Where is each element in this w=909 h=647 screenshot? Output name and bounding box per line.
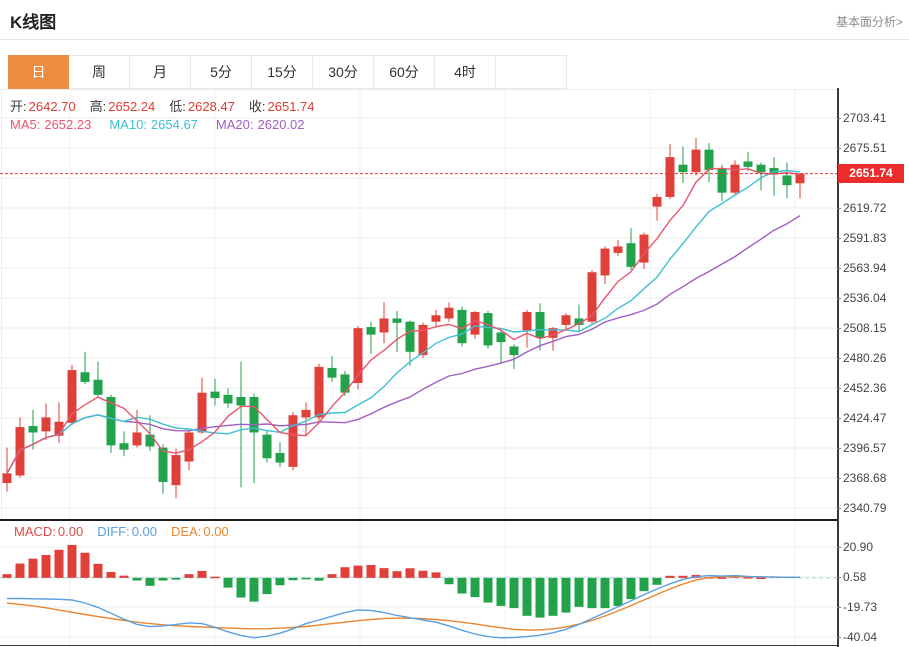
y-axis-label: 2480.26 — [843, 350, 887, 365]
page-header: K线图 基本面分析> — [0, 0, 909, 40]
ma-readout: MA5: 2652.23 MA10: 2654.67 MA20: 2620.02 — [10, 117, 323, 132]
high-value: 2652.24 — [108, 99, 156, 114]
y-axis-label: -19.73 — [843, 600, 878, 614]
y-axis-label: 2452.36 — [843, 380, 887, 395]
dea-value: 0.00 — [203, 524, 229, 539]
tab-15min[interactable]: 15分 — [252, 55, 313, 89]
ma20-line — [6, 215, 801, 474]
axis-tick — [837, 637, 841, 638]
diff-line — [7, 574, 800, 639]
y-axis-line — [837, 88, 839, 647]
y-axis-label: 20.90 — [843, 539, 874, 554]
panel-separator — [0, 519, 839, 521]
axis-tick — [837, 417, 841, 419]
ma10-label: MA10: — [109, 117, 147, 132]
candles-group — [2, 137, 805, 499]
open-label: 开: — [10, 99, 27, 114]
tab-60min[interactable]: 60分 — [374, 55, 435, 89]
ma5-line — [6, 167, 801, 474]
ma20-label: MA20: — [215, 117, 254, 132]
macd-value: 0.00 — [57, 524, 84, 539]
y-axis-label: 2396.57 — [843, 440, 887, 455]
axis-tick — [837, 298, 841, 299]
y-axis-label: -40.04 — [843, 630, 878, 644]
y-axis-label: 2591.83 — [843, 231, 887, 245]
chart-pane-top-border — [0, 89, 839, 90]
tab-strip-spacer — [496, 55, 567, 89]
macd-label: MACD: — [14, 524, 56, 539]
axis-tick — [837, 118, 841, 119]
y-axis-label: 2675.51 — [843, 141, 887, 155]
axis-tick — [837, 327, 841, 329]
y-axis-label: 2563.94 — [843, 260, 887, 275]
interval-tab-bar: 日周月 5分 15分 30分 60分 4时 — [8, 55, 567, 89]
y-axis-label: 2703.41 — [843, 111, 887, 125]
axis-tick — [837, 387, 841, 389]
diff-label: DIFF: — [97, 524, 130, 539]
tab-day[interactable]: 日 — [8, 55, 69, 89]
macd-histogram — [2, 544, 766, 618]
main-candlestick-chart[interactable] — [0, 88, 841, 520]
y-axis-label: 2508.15 — [843, 320, 887, 335]
axis-tick — [837, 477, 841, 479]
chart-bottom-border — [0, 645, 839, 646]
ma10-line — [6, 169, 801, 474]
macd-indicator-chart[interactable] — [0, 522, 841, 647]
y-axis-label: 2340.79 — [843, 500, 887, 515]
macd-readout: MACD: 0.00 DIFF: 0.00 DEA: 0.00 — [14, 524, 243, 539]
axis-tick — [837, 267, 841, 269]
axis-tick — [837, 447, 841, 449]
tab-week[interactable]: 周 — [69, 55, 130, 89]
ma10-value: 2654.67 — [150, 117, 198, 132]
axis-tick — [837, 577, 841, 578]
y-axis-label: 2424.47 — [843, 410, 887, 425]
page-title: K线图 — [10, 13, 57, 32]
close-label: 收: — [248, 99, 266, 114]
y-axis-label: 2619.72 — [843, 201, 887, 215]
ohlc-readout: 开: 2642.70 高: 2652.24 低: 2628.47 收: 2651.74 — [10, 96, 329, 115]
y-axis-label: 2536.04 — [843, 291, 887, 305]
diff-value: 0.00 — [131, 524, 158, 539]
ma20-value: 2620.02 — [257, 117, 305, 132]
axis-tick — [837, 238, 841, 239]
dea-line — [6, 575, 800, 631]
fundamental-analysis-link[interactable]: 基本面分析> — [835, 15, 903, 29]
high-label: 高: — [89, 99, 107, 114]
tab-4hour[interactable]: 4时 — [435, 55, 496, 89]
low-label: 低: — [169, 99, 186, 114]
axis-tick — [837, 357, 841, 359]
tab-30min[interactable]: 30分 — [313, 55, 374, 89]
open-value: 2642.70 — [28, 99, 76, 114]
axis-tick — [837, 507, 841, 509]
ma5-label: MA5: — [10, 117, 41, 132]
macd-grid — [0, 522, 837, 647]
tab-month[interactable]: 月 — [130, 55, 191, 89]
low-value: 2628.47 — [187, 99, 235, 114]
y-axis-label: 0.58 — [843, 570, 867, 584]
axis-tick — [837, 546, 841, 548]
axis-tick — [837, 607, 841, 608]
ma5-value: 2652.23 — [44, 117, 92, 132]
tab-5min[interactable]: 5分 — [191, 55, 252, 89]
chart-pane-left-border — [1, 89, 2, 520]
main-grid — [0, 90, 837, 520]
y-axis-label: 2368.68 — [843, 470, 887, 485]
last-price-badge: 2651.74 — [838, 164, 904, 183]
dea-label: DEA: — [171, 524, 202, 539]
axis-tick — [837, 148, 841, 149]
close-value: 2651.74 — [267, 99, 315, 114]
axis-tick — [837, 208, 841, 209]
